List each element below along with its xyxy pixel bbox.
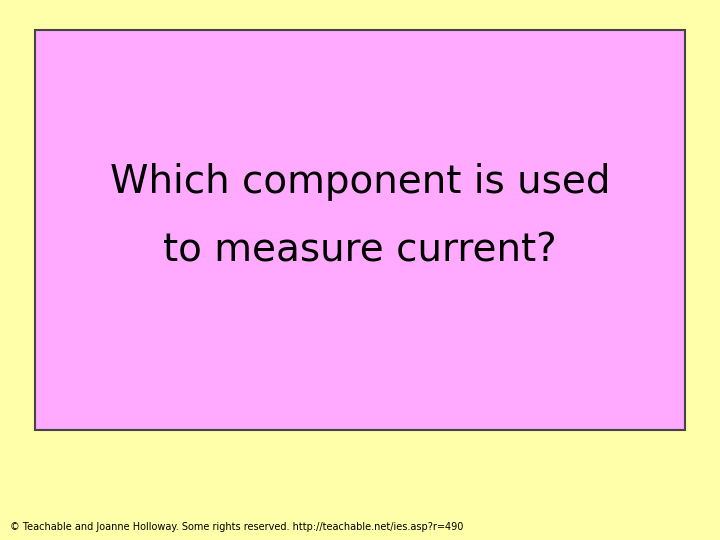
Text: Which component is used: Which component is used <box>109 163 611 201</box>
Text: © Teachable and Joanne Holloway. Some rights reserved. http://teachable.net/ies.: © Teachable and Joanne Holloway. Some ri… <box>10 522 464 532</box>
FancyBboxPatch shape <box>35 30 685 430</box>
Text: to measure current?: to measure current? <box>163 231 557 269</box>
